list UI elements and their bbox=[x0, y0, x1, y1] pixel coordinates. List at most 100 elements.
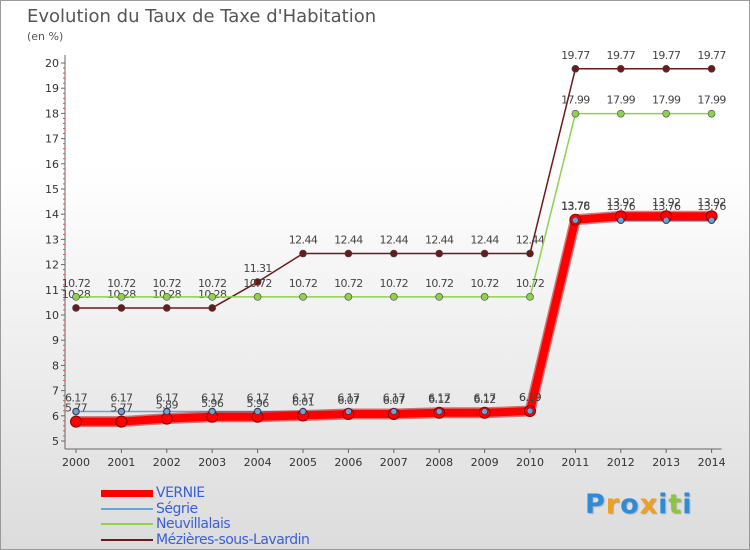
chart-title: Evolution du Taux de Taxe d'Habitation bbox=[27, 6, 377, 27]
x-tick-label: 2003 bbox=[198, 456, 226, 469]
proxiti-logo: Proxiti bbox=[585, 489, 693, 520]
chart-subtitle: (en %) bbox=[27, 30, 64, 43]
y-tick-label: 10 bbox=[45, 309, 59, 322]
data-label: 6.07 bbox=[383, 394, 406, 407]
data-point bbox=[163, 408, 171, 415]
legend-label: Mézières-sous-Lavardin bbox=[156, 531, 310, 548]
data-label: 12.44 bbox=[334, 234, 363, 247]
data-point bbox=[707, 109, 716, 118]
data-label: 5.77 bbox=[65, 402, 88, 415]
data-point bbox=[70, 415, 82, 428]
data-label: 17.99 bbox=[607, 94, 636, 107]
y-tick-label: 19 bbox=[45, 82, 59, 95]
data-label: 13.92 bbox=[652, 196, 681, 209]
data-label: 13.76 bbox=[607, 200, 636, 213]
y-tick-label: 17 bbox=[45, 133, 59, 146]
data-label: 19.77 bbox=[561, 49, 590, 62]
x-tick-label: 2008 bbox=[425, 456, 453, 469]
data-label: 12.44 bbox=[470, 234, 499, 247]
data-label: 17.99 bbox=[652, 94, 681, 107]
y-tick-label: 6 bbox=[52, 410, 59, 423]
data-point bbox=[572, 216, 579, 224]
x-tick-label: 2001 bbox=[107, 456, 135, 469]
data-point bbox=[526, 407, 534, 415]
data-label: 10.72 bbox=[380, 277, 409, 290]
data-label: 6.17 bbox=[110, 392, 133, 405]
data-label: 11.31 bbox=[243, 262, 272, 275]
data-point bbox=[115, 415, 128, 428]
data-point bbox=[526, 249, 534, 258]
data-label: 6.17 bbox=[337, 392, 360, 405]
data-label: 12.44 bbox=[380, 234, 409, 247]
series-neuvillalais: 10.72 10.72 10.72 10.72 10.72 10.72 10.72 10.72… bbox=[62, 94, 727, 301]
data-label: 13.76 bbox=[561, 200, 590, 213]
data-label: 10.72 bbox=[289, 277, 318, 290]
data-label: 6.01 bbox=[292, 396, 314, 409]
y-tick-label: 18 bbox=[45, 107, 59, 120]
logo-letter: i bbox=[658, 489, 669, 520]
data-point bbox=[389, 249, 398, 258]
data-point bbox=[480, 293, 489, 301]
data-label: 6.17 bbox=[474, 392, 497, 405]
x-tick-label: 2010 bbox=[516, 456, 544, 469]
data-label: 5.89 bbox=[156, 399, 179, 412]
series-vernie: 5.77 5.77 5.89 5.96 5.96 6.01 6.07 6.07 6.12 6.12… bbox=[65, 196, 726, 428]
x-tick-label: 2000 bbox=[62, 456, 90, 469]
data-point bbox=[662, 64, 671, 73]
y-tick-label: 16 bbox=[45, 158, 59, 171]
data-label: 13.92 bbox=[697, 196, 726, 209]
legend-swatch bbox=[101, 490, 153, 497]
data-point bbox=[662, 216, 670, 224]
y-tick-label: 7 bbox=[52, 385, 59, 398]
data-label: 10.72 bbox=[334, 277, 363, 290]
legend-swatch bbox=[101, 538, 153, 541]
y-tick-label: 13 bbox=[45, 233, 59, 246]
data-label: 6.17 bbox=[65, 392, 88, 405]
y-tick-label: 9 bbox=[52, 334, 59, 347]
data-point bbox=[208, 304, 216, 312]
data-point bbox=[707, 64, 716, 73]
data-point bbox=[435, 408, 443, 415]
logo-letter: o bbox=[620, 489, 640, 520]
data-point bbox=[344, 249, 353, 258]
data-point bbox=[708, 216, 715, 224]
x-tick-label: 2009 bbox=[471, 456, 499, 469]
data-point bbox=[390, 408, 398, 415]
y-tick-label: 15 bbox=[45, 183, 59, 196]
data-point bbox=[345, 408, 352, 415]
data-label: 6.17 bbox=[201, 392, 224, 405]
data-point bbox=[435, 249, 444, 258]
data-point bbox=[208, 293, 216, 301]
x-tick-label: 2011 bbox=[561, 456, 589, 469]
data-point bbox=[118, 408, 125, 415]
data-point bbox=[481, 408, 488, 415]
data-point bbox=[117, 293, 126, 301]
data-label: 10.72 bbox=[425, 277, 454, 290]
data-label: 10.72 bbox=[107, 277, 136, 290]
data-point bbox=[526, 293, 534, 301]
data-label: 13.76 bbox=[652, 200, 681, 213]
data-point bbox=[616, 64, 625, 73]
data-point bbox=[72, 408, 80, 415]
data-label: 13.76 bbox=[697, 200, 726, 213]
y-tick-label: 8 bbox=[52, 359, 59, 372]
x-tick-label: 2014 bbox=[698, 456, 726, 469]
data-point bbox=[616, 109, 625, 118]
data-point bbox=[208, 408, 216, 415]
data-point bbox=[389, 293, 398, 301]
data-point bbox=[571, 109, 580, 118]
data-label: 5.96 bbox=[247, 397, 270, 410]
logo-letter: i bbox=[682, 489, 693, 520]
logo-letter: x bbox=[639, 489, 659, 520]
data-point bbox=[480, 249, 489, 258]
x-tick-label: 2007 bbox=[380, 456, 408, 469]
series-m-zi-res-sous-lavardin: 10.2810.2810.2810.2811.3112.4412.4412.44… bbox=[62, 49, 727, 312]
data-label: 17.99 bbox=[561, 94, 590, 107]
y-tick-label: 11 bbox=[45, 284, 59, 297]
data-point bbox=[571, 64, 580, 73]
data-label: 6.17 bbox=[292, 392, 315, 405]
data-label: 10.72 bbox=[153, 277, 182, 290]
data-point bbox=[344, 293, 353, 301]
data-label: 5.96 bbox=[201, 397, 224, 410]
